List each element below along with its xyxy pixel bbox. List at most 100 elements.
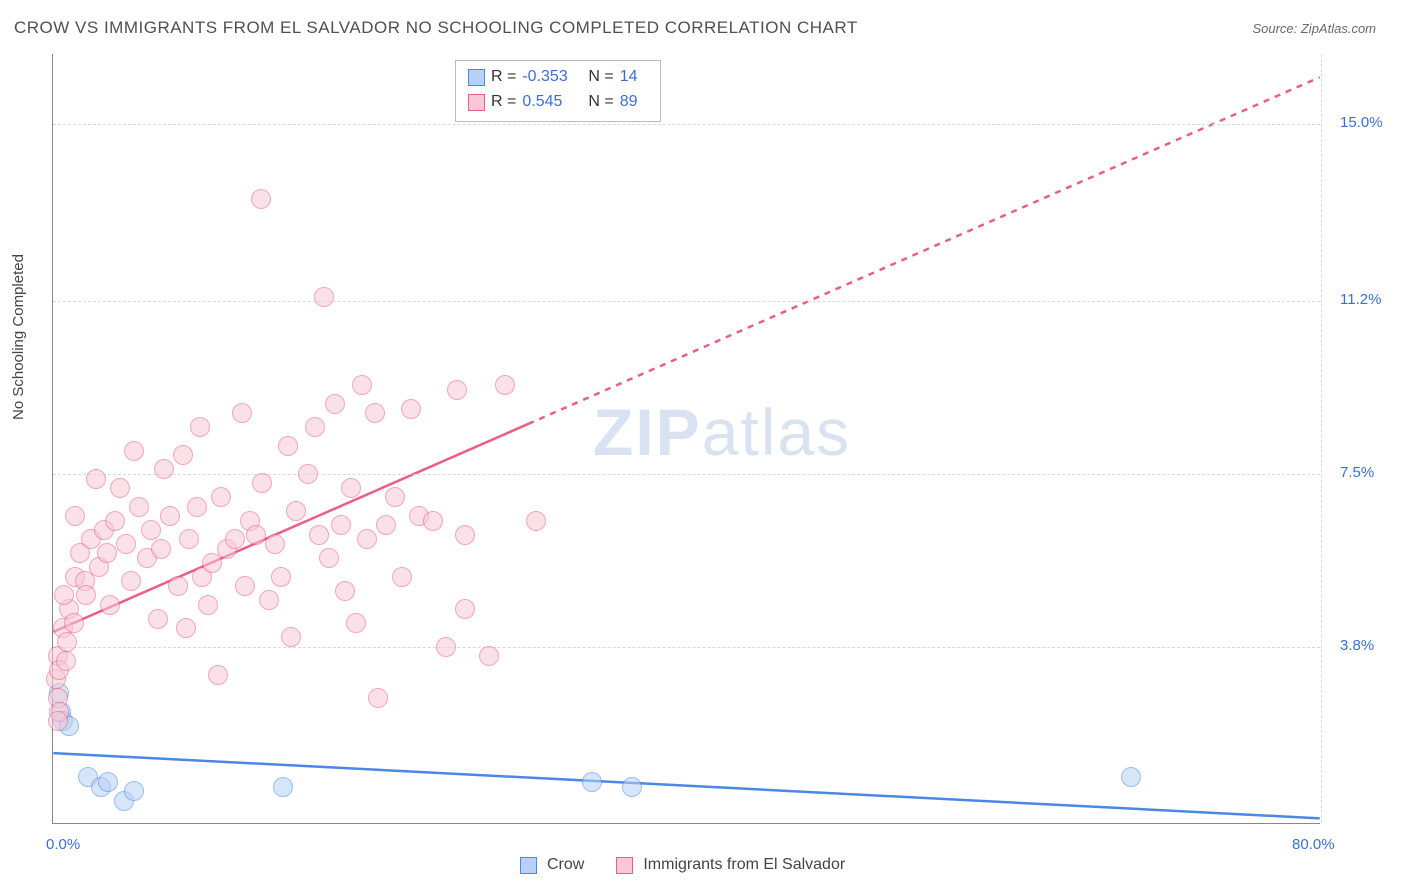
scatter-point-elsalvador: [225, 529, 245, 549]
stats-row-crow: R =-0.353N = 14: [468, 65, 648, 90]
scatter-point-elsalvador: [423, 511, 443, 531]
y-tick-label: 11.2%: [1340, 291, 1381, 308]
scatter-point-elsalvador: [357, 529, 377, 549]
scatter-point-elsalvador: [54, 585, 74, 605]
legend-label-elsalvador: Immigrants from El Salvador: [643, 856, 845, 874]
scatter-point-elsalvador: [116, 534, 136, 554]
scatter-point-elsalvador: [148, 609, 168, 629]
scatter-point-elsalvador: [208, 665, 228, 685]
swatch-elsalvador: [468, 94, 485, 111]
gridline-h: [53, 474, 1320, 475]
scatter-point-elsalvador: [365, 403, 385, 423]
scatter-point-crow: [582, 772, 602, 792]
scatter-point-elsalvador: [385, 487, 405, 507]
gridline-h: [53, 124, 1320, 125]
scatter-point-elsalvador: [211, 487, 231, 507]
scatter-point-elsalvador: [325, 394, 345, 414]
stat-r-label: R =: [491, 90, 516, 115]
scatter-point-elsalvador: [179, 529, 199, 549]
stat-r-label: R =: [491, 65, 516, 90]
scatter-point-elsalvador: [160, 506, 180, 526]
scatter-point-elsalvador: [526, 511, 546, 531]
legend-swatch-crow: [520, 857, 537, 874]
scatter-point-elsalvador: [259, 590, 279, 610]
scatter-point-elsalvador: [376, 515, 396, 535]
scatter-point-elsalvador: [64, 613, 84, 633]
scatter-point-elsalvador: [319, 548, 339, 568]
scatter-point-elsalvador: [246, 525, 266, 545]
stat-r-value: -0.353: [522, 65, 582, 90]
stats-row-elsalvador: R =0.545N = 89: [468, 90, 648, 115]
scatter-point-elsalvador: [235, 576, 255, 596]
scatter-point-elsalvador: [86, 469, 106, 489]
stat-r-value: 0.545: [522, 90, 582, 115]
scatter-point-elsalvador: [331, 515, 351, 535]
scatter-point-elsalvador: [447, 380, 467, 400]
gridline-h: [53, 647, 1320, 648]
stat-n-label: N =: [588, 65, 613, 90]
gridline-h: [53, 301, 1320, 302]
legend-swatch-elsalvador: [616, 857, 633, 874]
plot-area: ZIPatlas: [52, 54, 1320, 824]
scatter-point-elsalvador: [176, 618, 196, 638]
scatter-point-elsalvador: [129, 497, 149, 517]
scatter-point-elsalvador: [154, 459, 174, 479]
scatter-point-elsalvador: [97, 543, 117, 563]
scatter-point-crow: [273, 777, 293, 797]
scatter-point-elsalvador: [190, 417, 210, 437]
scatter-point-elsalvador: [202, 553, 222, 573]
swatch-crow: [468, 69, 485, 86]
scatter-point-elsalvador: [48, 711, 68, 731]
scatter-point-elsalvador: [151, 539, 171, 559]
scatter-point-elsalvador: [298, 464, 318, 484]
stat-n-value: 89: [620, 90, 648, 115]
scatter-point-elsalvador: [141, 520, 161, 540]
scatter-point-elsalvador: [392, 567, 412, 587]
scatter-point-elsalvador: [335, 581, 355, 601]
scatter-point-elsalvador: [281, 627, 301, 647]
stats-box: R =-0.353N = 14 R =0.545N = 89: [455, 60, 661, 122]
legend: Crow Immigrants from El Salvador: [520, 856, 867, 874]
stat-n-label: N =: [588, 90, 613, 115]
scatter-point-elsalvador: [271, 567, 291, 587]
scatter-point-elsalvador: [232, 403, 252, 423]
scatter-point-elsalvador: [341, 478, 361, 498]
scatter-point-elsalvador: [479, 646, 499, 666]
scatter-point-elsalvador: [286, 501, 306, 521]
scatter-point-elsalvador: [187, 497, 207, 517]
scatter-point-elsalvador: [124, 441, 144, 461]
y-tick-label: 15.0%: [1340, 114, 1383, 131]
scatter-point-elsalvador: [309, 525, 329, 545]
scatter-point-elsalvador: [305, 417, 325, 437]
trend-lines-svg: [53, 54, 1320, 823]
scatter-point-elsalvador: [495, 375, 515, 395]
scatter-point-elsalvador: [314, 287, 334, 307]
scatter-point-elsalvador: [265, 534, 285, 554]
y-axis-label: No Schooling Completed: [10, 254, 27, 420]
scatter-point-elsalvador: [401, 399, 421, 419]
legend-label-crow: Crow: [547, 856, 584, 874]
scatter-point-elsalvador: [198, 595, 218, 615]
gridline-v: [1321, 54, 1322, 823]
chart-title: CROW VS IMMIGRANTS FROM EL SALVADOR NO S…: [14, 18, 858, 38]
scatter-point-elsalvador: [278, 436, 298, 456]
scatter-point-elsalvador: [252, 473, 272, 493]
scatter-point-crow: [98, 772, 118, 792]
stat-n-value: 14: [620, 65, 648, 90]
scatter-point-elsalvador: [76, 585, 96, 605]
scatter-point-elsalvador: [368, 688, 388, 708]
scatter-point-elsalvador: [105, 511, 125, 531]
scatter-point-crow: [1121, 767, 1141, 787]
scatter-point-crow: [124, 781, 144, 801]
scatter-point-elsalvador: [436, 637, 456, 657]
scatter-point-elsalvador: [168, 576, 188, 596]
scatter-point-elsalvador: [121, 571, 141, 591]
scatter-point-elsalvador: [455, 599, 475, 619]
y-tick-label: 3.8%: [1340, 637, 1374, 654]
scatter-point-elsalvador: [455, 525, 475, 545]
scatter-point-elsalvador: [346, 613, 366, 633]
source-attribution: Source: ZipAtlas.com: [1252, 21, 1376, 36]
scatter-point-crow: [622, 777, 642, 797]
scatter-point-elsalvador: [352, 375, 372, 395]
scatter-point-elsalvador: [173, 445, 193, 465]
